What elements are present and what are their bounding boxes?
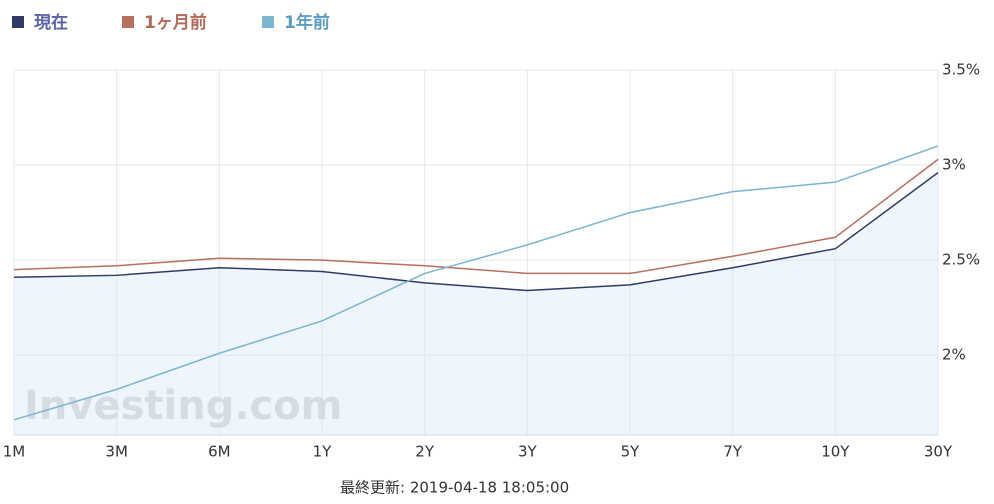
legend-label: 1ヶ月前 bbox=[144, 12, 207, 33]
footer: 最終更新: 2019-04-18 18:05:00 bbox=[340, 479, 569, 497]
x-tick-label: 10Y bbox=[821, 443, 850, 461]
y-tick-label: 3.5% bbox=[942, 61, 980, 79]
y-tick-label: 2% bbox=[942, 346, 966, 364]
y-tick-label: 2.5% bbox=[942, 251, 980, 269]
x-tick-label: 3Y bbox=[518, 443, 538, 461]
x-tick-label: 1Y bbox=[313, 443, 333, 461]
watermark: Investing.com bbox=[24, 383, 342, 429]
legend-label: 1年前 bbox=[284, 12, 330, 33]
x-tick-label: 6M bbox=[208, 443, 231, 461]
x-tick-label: 2Y bbox=[415, 443, 435, 461]
legend-swatch bbox=[262, 16, 274, 28]
legend-swatch bbox=[122, 16, 134, 28]
series-line bbox=[13, 158, 939, 275]
legend-swatch bbox=[12, 16, 24, 28]
x-tick-label: 5Y bbox=[621, 443, 641, 461]
legend-label: 現在 bbox=[34, 12, 68, 33]
series-line bbox=[13, 145, 939, 421]
x-tick-label: 7Y bbox=[723, 443, 743, 461]
x-tick-label: 1M bbox=[3, 443, 26, 461]
x-tick-label: 30Y bbox=[924, 443, 953, 461]
area bbox=[14, 172, 938, 435]
x-tick-label: 3M bbox=[105, 443, 128, 461]
series-line bbox=[13, 172, 939, 292]
y-tick-label: 3% bbox=[942, 156, 966, 174]
